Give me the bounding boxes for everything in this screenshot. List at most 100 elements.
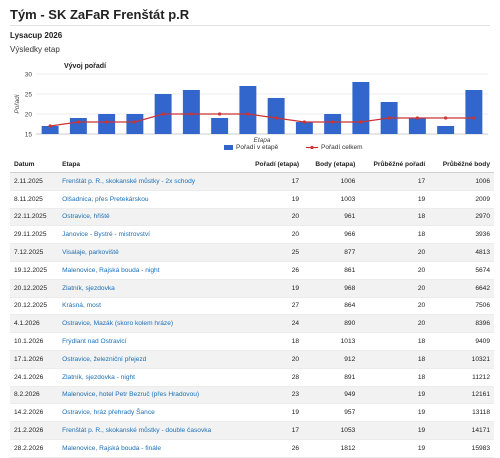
cell-stage-rank: 20 [242, 350, 304, 369]
cell-date: 24.1.2026 [10, 368, 59, 387]
line-point [218, 112, 222, 116]
col-header-overall-rank[interactable]: Průběžné pořadí [359, 156, 430, 173]
stage-link[interactable]: Malenovice, Rajská bouda - night [62, 266, 160, 274]
y-tick-label: 15 [25, 132, 33, 139]
line-point [189, 112, 193, 116]
cell-overall-rank: 18 [359, 368, 430, 387]
stage-link[interactable]: Janovice - Bystré - mistrovství [62, 231, 150, 239]
cell-stage: Malenovice, Rajská bouda - finále [58, 439, 243, 458]
stage-link[interactable]: Olšadnica, přes Pretekárskou [62, 195, 149, 203]
stage-link[interactable]: Frýdlant nad Ostravicí [62, 338, 127, 346]
line-point [161, 112, 165, 116]
line-point [302, 120, 306, 124]
cell-overall-points: 12161 [429, 386, 494, 405]
season-name: Lysacup 2026 [10, 31, 63, 40]
line-point [76, 120, 80, 124]
line-point [331, 120, 335, 124]
line-point [105, 120, 109, 124]
cell-stage-rank: 23 [242, 386, 304, 405]
y-axis-label: Pořadí [14, 93, 21, 113]
bar [267, 98, 285, 134]
cell-stage-points: 877 [303, 243, 360, 262]
stage-link[interactable]: Ostravice, hráz přehrady Šance [62, 409, 155, 417]
cell-stage: Zlatník, sjezdovka [58, 279, 243, 298]
stage-link[interactable]: Ostravice, Mazák (skoro kolem hráze) [62, 320, 174, 328]
line-point [359, 120, 363, 124]
cell-stage-rank: 19 [242, 279, 304, 298]
cell-stage: Visalaje, parkoviště [58, 243, 243, 262]
x-axis-label: Etapa [254, 137, 271, 144]
cell-overall-rank: 18 [359, 208, 430, 227]
cell-stage: Malenovice, Rajská bouda - night [58, 261, 243, 280]
stage-link[interactable]: Ostravice, hřiště [62, 213, 110, 221]
cell-overall-points: 7506 [429, 297, 494, 316]
stage-link[interactable]: Zlatník, sjezdovka [62, 284, 115, 292]
stage-link[interactable]: Frenštát p. R., skokanské můstky - 2x sc… [62, 177, 196, 185]
cell-stage-rank: 26 [242, 261, 304, 280]
y-tick-label: 30 [25, 72, 33, 79]
cell-stage: Olšadnica, přes Pretekárskou [58, 190, 243, 209]
col-header-stage[interactable]: Etapa [58, 156, 243, 173]
cell-stage-points: 968 [303, 279, 360, 298]
cell-stage: Zlatník, sjezdovka - night [58, 368, 243, 387]
cell-stage-points: 1013 [303, 332, 360, 351]
table-row: 8.11.2025 Olšadnica, přes Pretekárskou 19 1… [10, 190, 494, 209]
cell-stage: Ostravice, hráz přehrady Šance [58, 403, 243, 423]
cell-overall-points: 9409 [429, 332, 494, 351]
cell-overall-rank: 19 [359, 403, 430, 423]
stage-link[interactable]: Frenštát p. R., skokanské můstky - doubl… [62, 427, 212, 435]
stage-link[interactable]: Visalaje, parkoviště [62, 249, 119, 257]
cell-stage: Frýdlant nad Ostravicí [58, 332, 243, 351]
bar [182, 90, 200, 134]
line-point [246, 112, 250, 116]
table-row: 20.12.2025 Zlatník, sjezdovka 19 968 20 6642 [10, 279, 494, 298]
cell-overall-rank: 19 [359, 421, 430, 440]
cell-overall-rank: 20 [359, 297, 430, 316]
stage-link[interactable]: Krásná, most [62, 302, 101, 310]
cell-stage-rank: 27 [242, 297, 304, 316]
cell-stage-rank: 18 [242, 332, 304, 351]
bar [295, 122, 313, 134]
cell-stage-points: 912 [303, 350, 360, 369]
col-header-overall-points[interactable]: Průběžné body [429, 156, 494, 173]
cell-overall-rank: 19 [359, 439, 430, 458]
cell-date: 20.12.2025 [10, 297, 59, 316]
cell-stage-points: 1003 [303, 190, 360, 209]
cell-overall-points: 11212 [429, 368, 494, 387]
table-row: 14.2.2026 Ostravice, hráz přehrady Šance 1… [10, 403, 494, 423]
line-point [274, 116, 278, 120]
cell-stage-points: 864 [303, 297, 360, 316]
overall-rank-line [50, 113, 474, 127]
col-header-date[interactable]: Datum [10, 156, 59, 173]
bar [324, 114, 342, 134]
stage-link[interactable]: Malenovice, hotel Petr Bezruč (přes Hrad… [62, 391, 200, 399]
cell-date: 28.2.2026 [10, 439, 59, 458]
cell-stage-rank: 25 [242, 243, 304, 262]
line-point [48, 124, 52, 128]
stage-link[interactable]: Malenovice, Rajská bouda - finále [62, 444, 162, 452]
y-tick-label: 20 [25, 112, 33, 119]
bar [465, 90, 483, 134]
table-row: 20.12.2025 Krásná, most 27 864 20 7506 [10, 297, 494, 316]
cell-overall-rank: 20 [359, 261, 430, 280]
bar [239, 86, 257, 134]
cell-overall-points: 4813 [429, 243, 494, 262]
cell-stage-points: 1053 [303, 421, 360, 440]
table-header-row: Datum Etapa Pořadí (etapa) Body (etapa) … [10, 156, 494, 173]
table-row: 21.2.2026 Frenštát p. R., skokanské můstk… [10, 421, 494, 440]
table-row: 17.1.2026 Ostravice, železniční přejezd 20… [10, 350, 494, 369]
line-point [472, 116, 476, 120]
cell-overall-rank: 18 [359, 350, 430, 369]
col-header-stage-points[interactable]: Body (etapa) [303, 156, 360, 173]
stage-link[interactable]: Ostravice, železniční přejezd [62, 355, 147, 363]
cell-overall-rank: 17 [359, 172, 430, 191]
cell-stage: Ostravice, železniční přejezd [58, 350, 243, 369]
col-header-stage-rank[interactable]: Pořadí (etapa) [242, 156, 304, 173]
cell-overall-points: 6642 [429, 279, 494, 298]
cell-stage-points: 957 [303, 403, 360, 423]
stage-link[interactable]: Zlatník, sjezdovka - night [62, 373, 135, 381]
legend-label-stage-rank: Pořadí v etapě [236, 144, 279, 151]
table-row: 7.12.2025 Visalaje, parkoviště 25 877 20 4813 [10, 243, 494, 262]
cell-overall-rank: 20 [359, 279, 430, 298]
cell-overall-points: 10321 [429, 350, 494, 369]
